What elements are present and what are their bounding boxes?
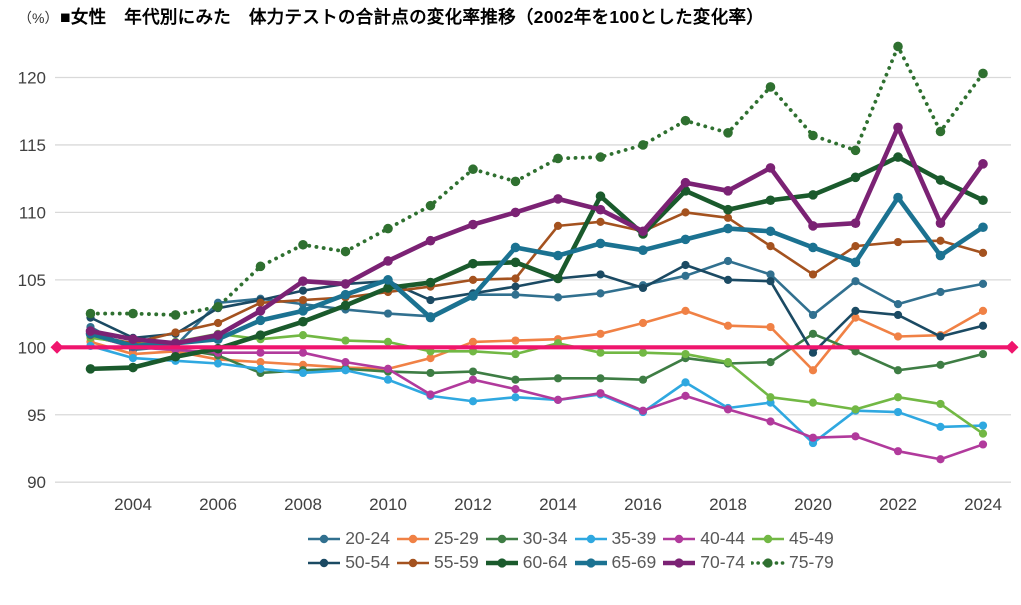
x-tick-2006: 2006 bbox=[199, 495, 237, 514]
series-line-40-44 bbox=[90, 333, 984, 461]
legend-label: 50-54 bbox=[345, 552, 390, 572]
x-tick-2010: 2010 bbox=[369, 495, 407, 514]
legend-label: 35-39 bbox=[611, 528, 657, 548]
legend-item-40-44: 40-44 bbox=[662, 528, 745, 549]
x-tick-2018: 2018 bbox=[709, 495, 747, 514]
legend-item-25-29: 25-29 bbox=[396, 528, 479, 549]
y-tick-105: 105 bbox=[18, 271, 46, 290]
series-line-65-69 bbox=[89, 195, 985, 349]
series-markers-60-64 bbox=[85, 152, 988, 374]
legend-label: 65-69 bbox=[611, 552, 657, 572]
series-lines bbox=[85, 41, 988, 464]
y-axis-unit-label: （%） bbox=[18, 10, 59, 26]
y-tick-120: 120 bbox=[18, 69, 46, 88]
series-markers-55-59 bbox=[86, 208, 988, 348]
y-axis-tick-labels: 90 95 100 105 110 115 120 bbox=[18, 69, 46, 493]
legend-row-2: 50-54 55-59 60-64 65-69 70-74 75-79 bbox=[307, 552, 834, 573]
legend-swatch-25-29 bbox=[396, 534, 429, 543]
legend-item-30-34: 30-34 bbox=[485, 528, 568, 549]
legend-item-45-49: 45-49 bbox=[751, 528, 834, 549]
legend-swatch-55-59 bbox=[396, 558, 429, 567]
y-tick-90: 90 bbox=[27, 473, 46, 492]
series-line-20-24 bbox=[89, 259, 984, 352]
chart-title: ■女性 年代別にみた 体力テストの合計点の変化率推移（2002年を100とした変… bbox=[60, 7, 765, 27]
series-markers-70-74 bbox=[85, 122, 988, 349]
legend-swatch-35-39 bbox=[574, 534, 607, 543]
y-tick-100: 100 bbox=[18, 338, 46, 357]
x-tick-2022: 2022 bbox=[879, 495, 917, 514]
legend-item-65-69: 65-69 bbox=[574, 552, 657, 573]
legend-swatch-40-44 bbox=[663, 534, 696, 543]
y-tick-115: 115 bbox=[19, 136, 46, 155]
legend-item-35-39: 35-39 bbox=[574, 528, 657, 549]
legend-label: 55-59 bbox=[433, 552, 479, 572]
baseline-diamond-marker bbox=[1005, 340, 1019, 354]
legend-label: 45-49 bbox=[789, 528, 834, 548]
chart-legend: 20-24 25-29 30-34 35-39 40-44 45-49 50-54 55-59… bbox=[0, 528, 1021, 573]
series-line-30-34 bbox=[90, 332, 984, 381]
legend-swatch-30-34 bbox=[485, 534, 518, 543]
series-line-50-54 bbox=[89, 263, 984, 354]
legend-label: 75-79 bbox=[789, 552, 834, 572]
baseline-diamond-marker bbox=[50, 340, 64, 354]
legend-swatch-45-49 bbox=[752, 534, 785, 543]
legend-swatch-70-74 bbox=[663, 557, 696, 568]
series-markers-75-79 bbox=[85, 41, 988, 320]
legend-label: 60-64 bbox=[522, 552, 568, 572]
baseline-100 bbox=[50, 340, 1019, 354]
legend-item-70-74: 70-74 bbox=[662, 552, 745, 573]
x-tick-2014: 2014 bbox=[539, 495, 577, 514]
legend-swatch-20-24 bbox=[308, 534, 341, 543]
legend-swatch-65-69 bbox=[574, 557, 607, 568]
x-tick-2020: 2020 bbox=[794, 495, 832, 514]
legend-label: 30-34 bbox=[522, 528, 568, 548]
legend-item-60-64: 60-64 bbox=[485, 552, 568, 573]
y-tick-95: 95 bbox=[27, 406, 46, 425]
legend-item-75-79: 75-79 bbox=[751, 552, 834, 573]
x-tick-2008: 2008 bbox=[284, 495, 322, 514]
legend-swatch-75-79 bbox=[751, 557, 786, 568]
gridlines bbox=[55, 76, 1011, 483]
x-tick-2004: 2004 bbox=[114, 495, 152, 514]
y-tick-110: 110 bbox=[19, 203, 46, 222]
legend-item-50-54: 50-54 bbox=[307, 552, 390, 573]
legend-label: 25-29 bbox=[433, 528, 479, 548]
series-markers-65-69 bbox=[85, 192, 988, 351]
legend-label: 40-44 bbox=[700, 528, 746, 548]
series-line-70-74 bbox=[90, 125, 985, 346]
x-axis-tick-labels: 2004 2006 2008 2010 2012 2014 2016 2018 2020 2022… bbox=[114, 495, 1002, 514]
legend-swatch-60-64 bbox=[485, 557, 518, 568]
legend-item-20-24: 20-24 bbox=[307, 528, 390, 549]
legend-item-55-59: 55-59 bbox=[396, 552, 479, 573]
x-tick-2024: 2024 bbox=[964, 495, 1002, 514]
x-tick-2012: 2012 bbox=[454, 495, 492, 514]
series-line-35-39 bbox=[90, 344, 984, 445]
legend-row-1: 20-24 25-29 30-34 35-39 40-44 45-49 bbox=[307, 528, 834, 549]
legend-swatch-50-54 bbox=[308, 558, 341, 567]
legend-label: 70-74 bbox=[700, 552, 746, 572]
series-line-60-64 bbox=[90, 154, 984, 372]
x-tick-2016: 2016 bbox=[624, 495, 662, 514]
legend-label: 20-24 bbox=[345, 528, 390, 548]
